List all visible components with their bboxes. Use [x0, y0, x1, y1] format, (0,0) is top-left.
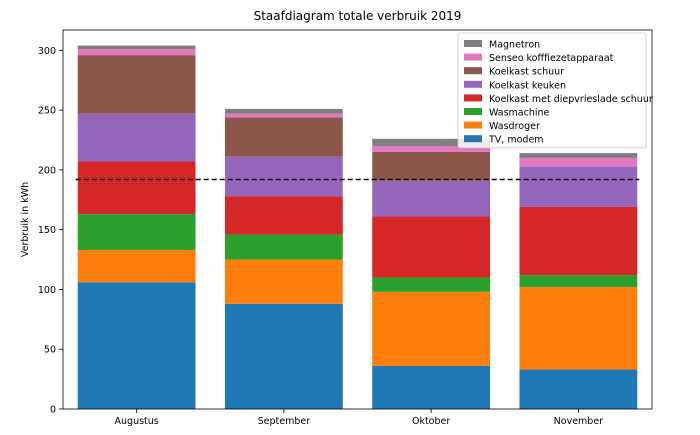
legend-entry-6: Wasmachine [489, 108, 550, 119]
bar-segment-3-4 [372, 216, 491, 278]
bar-segment-1-6 [77, 55, 196, 114]
legend-entry-7: Wasdroger [489, 121, 540, 132]
y-tick-label-2: 50 [44, 345, 56, 356]
legend-entry-2: Senseo kofffiezetapparaat [489, 53, 614, 64]
bar-segment-1-4 [77, 161, 196, 215]
bar-segment-3-6 [372, 151, 491, 181]
bar-segment-1-2 [77, 249, 196, 283]
bar-segment-2-2 [224, 259, 343, 304]
legend-swatch-7 [464, 121, 482, 129]
y-tick-label-3: 100 [38, 285, 56, 296]
bar-segment-2-5 [224, 156, 343, 197]
bar-segment-4-4 [519, 206, 638, 276]
legend-swatch-1 [464, 40, 482, 47]
bar-segment-1-1 [77, 282, 196, 409]
bar-segment-2-1 [224, 303, 343, 409]
legend-swatch-6 [464, 108, 482, 115]
legend-entry-3: Koelkast schuur [489, 67, 564, 78]
y-tick-label-4: 150 [38, 225, 56, 236]
legend-swatch-4 [464, 80, 482, 88]
bars-group [77, 45, 638, 409]
bar-segment-3-7 [372, 145, 491, 152]
bar-segment-4-1 [519, 369, 638, 409]
bar-segment-2-3 [224, 234, 343, 260]
bar-segment-4-5 [519, 166, 638, 207]
bar-segment-2-8 [224, 108, 343, 114]
bar-segment-1-3 [77, 214, 196, 250]
legend: Magnetron Senseo kofffiezetapparaat Koelka… [457, 32, 653, 149]
chart-title: Staafdiagram totale verbruik 2019 [254, 9, 462, 23]
bar-segment-3-2 [372, 291, 491, 366]
axes-group: 0 50 100 150 200 250 300 Augustus September Oktob… [38, 29, 653, 427]
bar-segment-2-6 [224, 117, 343, 157]
y-tick-label-6: 250 [38, 106, 56, 117]
bar-segment-2-4 [224, 196, 343, 235]
legend-swatch-3 [464, 67, 482, 75]
bar-segment-3-3 [372, 277, 491, 292]
x-tick-label-2: September [258, 416, 311, 427]
legend-swatch-2 [464, 53, 482, 61]
bar-segment-3-1 [372, 365, 491, 409]
x-tick-label-1: Augustus [115, 416, 159, 427]
bar-segment-3-5 [372, 180, 491, 217]
bar-segment-4-2 [519, 287, 638, 370]
legend-entry-5: Koelkast met diepvrieslade schuur [489, 94, 653, 105]
y-tick-label-1: 0 [50, 405, 56, 416]
bar-segment-2-7 [224, 113, 343, 118]
legend-entry-8: TV, modem [488, 135, 544, 146]
bar-segment-4-8 [519, 153, 638, 158]
bar-segment-3-8 [372, 138, 491, 146]
bar-segment-4-3 [519, 275, 638, 288]
legend-entry-4: Koelkast keuken [489, 80, 566, 91]
legend-entry-1: Magnetron [489, 40, 540, 51]
legend-swatch-8 [464, 135, 482, 143]
legend-box [457, 32, 647, 149]
bar-segment-1-7 [77, 49, 196, 56]
y-tick-label-7: 300 [38, 46, 56, 57]
bar-segment-4-7 [519, 157, 638, 167]
bar-segment-1-5 [77, 113, 196, 162]
x-tick-label-4: November [554, 416, 604, 427]
legend-swatch-5 [464, 94, 482, 102]
plot-frame [62, 29, 653, 410]
bar-segment-1-8 [77, 45, 196, 50]
y-tick-label-5: 200 [38, 165, 56, 176]
y-axis-label: Verbruik in kWh [20, 182, 31, 257]
x-tick-label-3: Oktober [412, 416, 450, 427]
